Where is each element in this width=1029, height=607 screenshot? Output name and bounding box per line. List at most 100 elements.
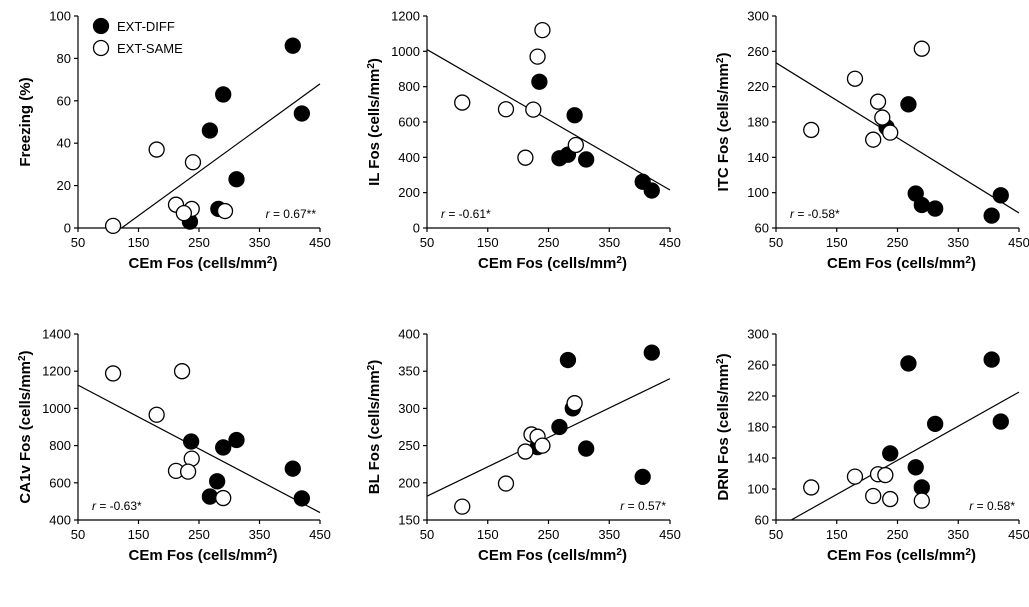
point-ext-same [517, 149, 534, 166]
correlation-annotation: r = 0.67** [266, 207, 317, 221]
x-axis-label: CEm Fos (cells/mm2) [129, 547, 278, 565]
point-ext-same [216, 202, 234, 220]
correlation-annotation: r = 0.57* [620, 499, 666, 513]
y-tick-label: 140 [747, 451, 769, 466]
correlation-annotation: r = -0.63* [92, 499, 142, 513]
point-ext-same [175, 205, 193, 222]
point-ext-same [846, 70, 864, 87]
point-ext-diff [215, 439, 232, 456]
y-tick-label: 400 [49, 513, 71, 528]
x-tick-label: 150 [826, 235, 848, 250]
point-ext-same [517, 443, 534, 460]
x-tick-label: 250 [887, 527, 909, 542]
y-axis-label: CA1v Fos (cells/mm2) [17, 350, 35, 503]
correlation-annotation: r = 0.58* [969, 499, 1015, 513]
point-ext-same [869, 93, 887, 110]
y-tick-label: 60 [755, 221, 769, 236]
point-ext-same [179, 463, 197, 480]
y-tick-label: 20 [57, 178, 71, 193]
x-tick-label: 150 [477, 527, 499, 542]
y-tick-label: 60 [755, 513, 769, 528]
x-tick-label: 350 [598, 235, 620, 250]
y-tick-label: 80 [57, 51, 71, 66]
point-ext-same [104, 217, 122, 235]
point-ext-same [525, 101, 542, 118]
point-ext-diff [559, 351, 577, 369]
point-ext-diff [208, 473, 226, 490]
point-ext-diff [293, 490, 311, 507]
x-tick-label: 350 [249, 527, 271, 542]
point-ext-diff [566, 107, 583, 124]
y-axis-label: Freezing (%) [17, 77, 34, 166]
x-axis-label: CEm Fos (cells/mm2) [827, 255, 976, 273]
point-ext-same [454, 498, 471, 515]
point-ext-same [882, 124, 899, 141]
point-ext-same [803, 479, 820, 496]
point-ext-diff [643, 344, 660, 361]
x-axis-label: CEm Fos (cells/mm2) [129, 255, 278, 273]
y-tick-label: 1000 [42, 401, 71, 416]
x-tick-label: 450 [1008, 527, 1029, 542]
point-ext-diff [643, 182, 660, 199]
x-tick-label: 450 [309, 235, 331, 250]
point-ext-same [567, 136, 584, 154]
x-tick-label: 150 [477, 235, 499, 250]
x-tick-label: 150 [128, 235, 150, 250]
legend-label-ext-diff: EXT-DIFF [117, 19, 175, 34]
point-ext-diff [215, 86, 232, 103]
x-tick-label: 450 [659, 527, 681, 542]
y-tick-label: 180 [747, 115, 769, 130]
point-ext-same [913, 40, 930, 57]
x-tick-label: 250 [188, 235, 210, 250]
y-tick-label: 300 [747, 327, 769, 342]
x-tick-label: 150 [826, 527, 848, 542]
y-tick-label: 800 [398, 79, 420, 94]
x-axis-label: CEm Fos (cells/mm2) [478, 547, 627, 565]
correlation-annotation: r = -0.61* [441, 207, 491, 221]
point-ext-same [173, 363, 191, 380]
point-ext-same [497, 101, 515, 118]
scatter-panel-3: 60 100 140 180 220 260 300 50 150 250 350 450 CEm Fo… [715, 9, 1029, 273]
x-tick-label: 250 [887, 235, 909, 250]
x-tick-label: 50 [71, 527, 85, 542]
point-ext-same [184, 154, 202, 171]
point-ext-diff [907, 459, 924, 476]
x-tick-label: 250 [538, 527, 560, 542]
y-tick-label: 60 [57, 93, 71, 108]
point-ext-same [529, 48, 546, 65]
y-tick-label: 100 [747, 185, 769, 200]
point-ext-same [534, 437, 551, 454]
y-axis-label: IL Fos (cells/mm2) [366, 58, 384, 186]
point-ext-same [497, 475, 515, 492]
point-ext-diff [284, 37, 301, 54]
point-ext-diff [882, 445, 899, 462]
y-tick-label: 260 [747, 44, 769, 59]
regression-line [426, 49, 671, 191]
x-tick-label: 150 [128, 527, 150, 542]
regression-line [426, 378, 671, 497]
point-ext-diff [201, 122, 219, 139]
x-tick-label: 350 [947, 235, 969, 250]
x-tick-label: 50 [420, 235, 434, 250]
x-tick-label: 450 [309, 527, 331, 542]
x-tick-label: 50 [769, 235, 783, 250]
legend: EXT-DIFF EXT-SAME [92, 17, 183, 57]
point-ext-diff [992, 413, 1009, 430]
regression-line [790, 391, 1020, 521]
x-tick-label: 50 [71, 235, 85, 250]
y-tick-label: 1400 [42, 327, 71, 342]
regression-line [775, 62, 1020, 214]
x-tick-label: 450 [1008, 235, 1029, 250]
point-ext-same [874, 109, 891, 126]
y-tick-label: 140 [747, 150, 769, 165]
point-ext-same [803, 121, 820, 139]
y-axis-label: DRN Fos (cells/mm2) [715, 353, 733, 500]
x-axis-label: CEm Fos (cells/mm2) [478, 255, 627, 273]
regression-line [77, 384, 321, 514]
point-ext-same [215, 489, 232, 507]
y-tick-label: 400 [398, 150, 420, 165]
y-tick-label: 150 [398, 513, 420, 528]
point-ext-diff [201, 488, 219, 505]
point-ext-same [913, 492, 930, 509]
point-ext-same [566, 395, 583, 412]
